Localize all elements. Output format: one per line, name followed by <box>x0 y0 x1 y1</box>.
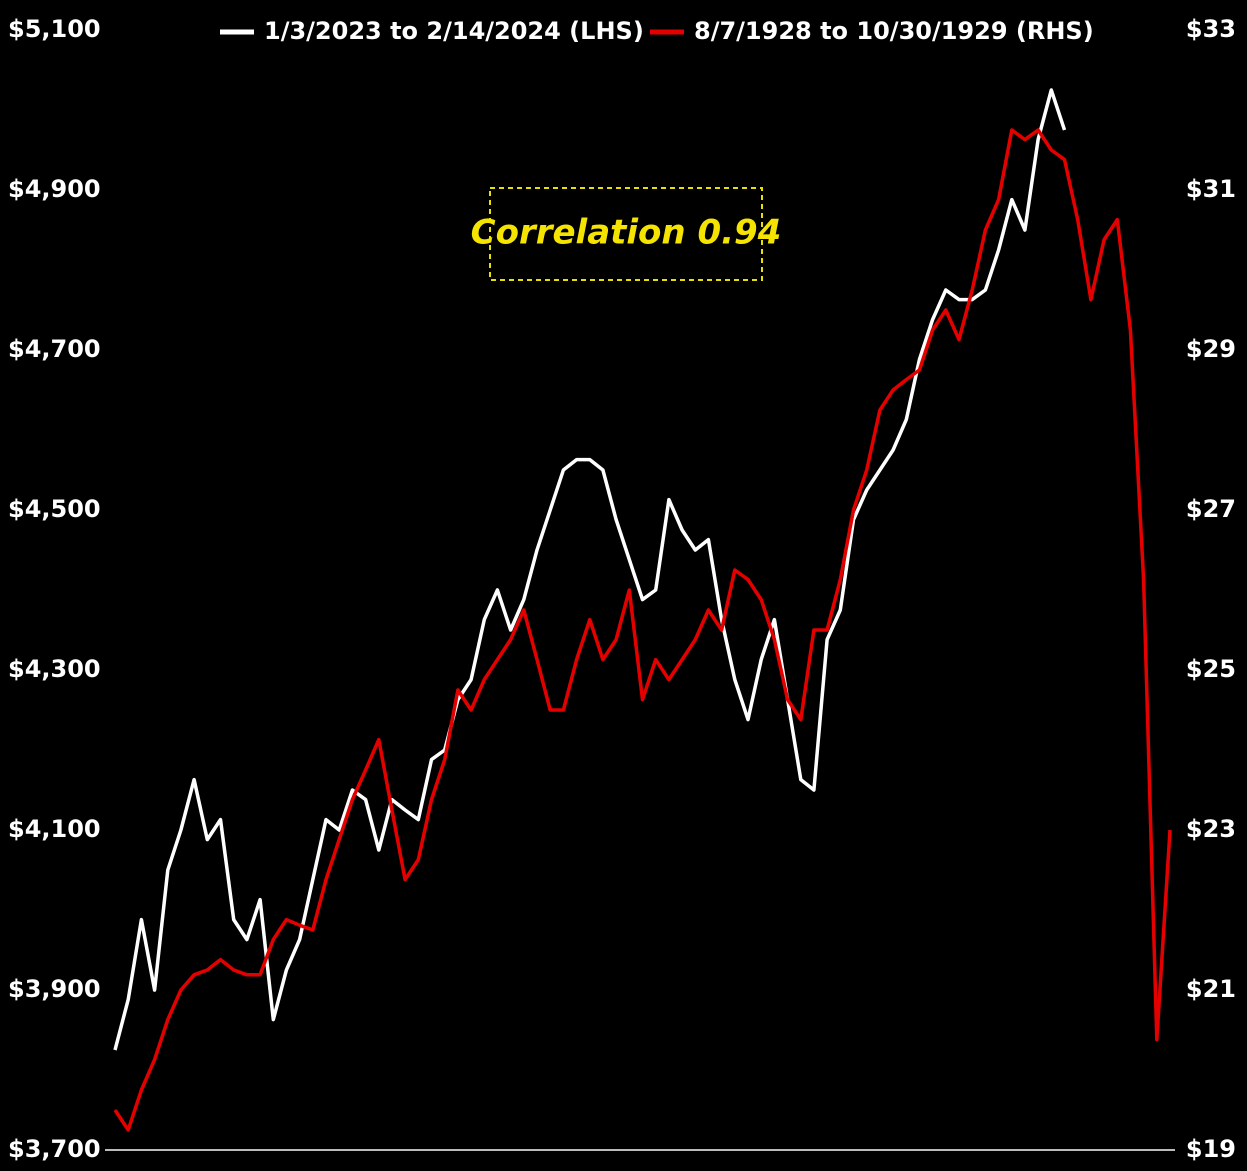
y2-tick-label: $27 <box>1186 495 1236 523</box>
y-tick-label: $4,900 <box>8 175 101 203</box>
y-tick-label: $4,700 <box>8 335 101 363</box>
y2-tick-label: $19 <box>1186 1135 1236 1163</box>
annotation-box <box>489 187 763 281</box>
y-tick-label: $3,700 <box>8 1135 101 1163</box>
y2-tick-label: $29 <box>1186 335 1236 363</box>
y2-tick-label: $33 <box>1186 15 1236 43</box>
legend-label: 8/7/1928 to 10/30/1929 (RHS) <box>694 17 1094 45</box>
y-tick-label: $4,100 <box>8 815 101 843</box>
y-tick-label: $4,300 <box>8 655 101 683</box>
y-tick-label: $4,500 <box>8 495 101 523</box>
annotation: Correlation 0.94 <box>471 213 782 253</box>
y-tick-label: $3,900 <box>8 975 101 1003</box>
y2-tick-label: $21 <box>1186 975 1236 1003</box>
y2-tick-label: $23 <box>1186 815 1236 843</box>
legend-label: 1/3/2023 to 2/14/2024 (LHS) <box>264 17 644 45</box>
y2-tick-label: $31 <box>1186 175 1236 203</box>
y2-tick-label: $25 <box>1186 655 1236 683</box>
y-tick-label: $5,100 <box>8 15 101 43</box>
series-line <box>113 88 1067 1051</box>
series-line <box>113 128 1172 1132</box>
